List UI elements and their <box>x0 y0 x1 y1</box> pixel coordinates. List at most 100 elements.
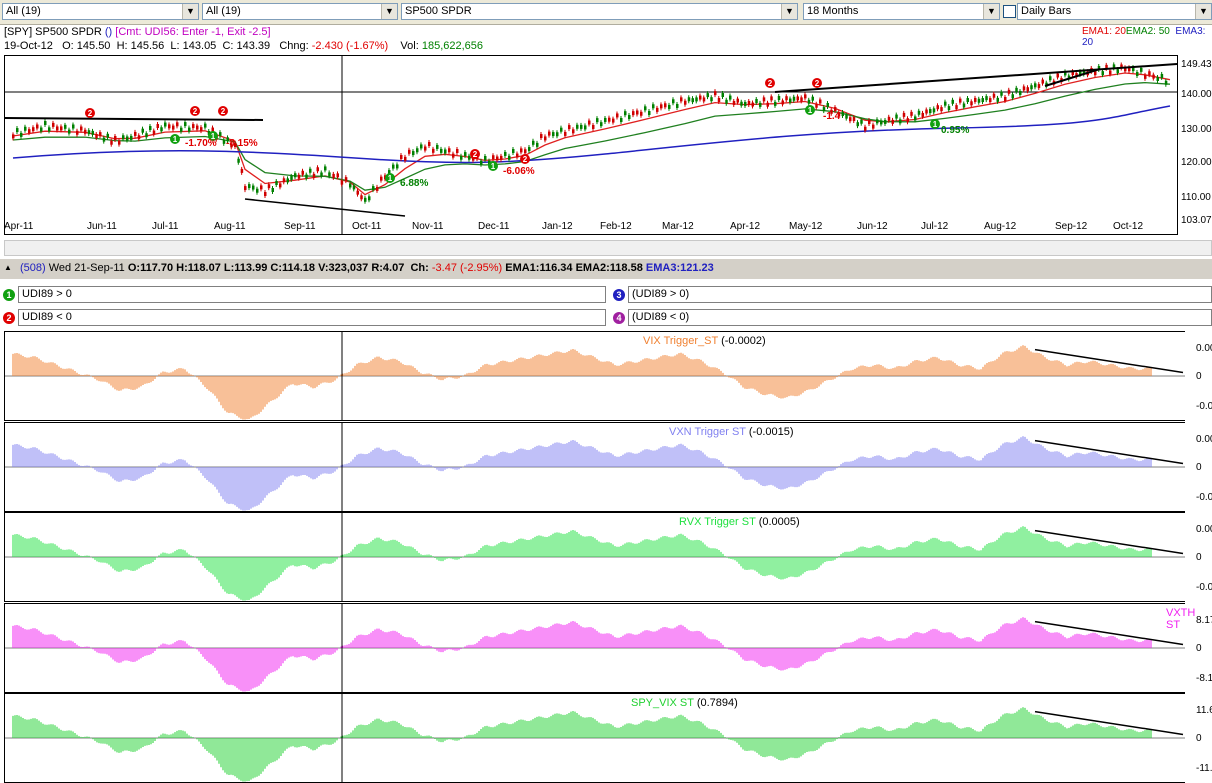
condition-field-2[interactable]: UDI89 < 0 <box>18 309 606 326</box>
cursor-info: (508) Wed 21-Sep-11 O:117.70 H:118.07 L:… <box>20 262 714 274</box>
indicator-value: (-0.0015) <box>748 426 794 438</box>
indicator-title: VXTH ST <box>1166 607 1195 631</box>
chevron-down-icon[interactable]: ▼ <box>1195 4 1211 19</box>
date-axis-label: Oct-11 <box>352 221 382 232</box>
indicator-canvas <box>5 604 1185 692</box>
svg-text:1: 1 <box>173 135 178 144</box>
indicator-name: VXN Trigger ST <box>669 426 746 438</box>
symbol-comment: [Cmt: UDI56: Enter -1, Exit -2.5] <box>115 26 271 38</box>
volume-value: 185,622,656 <box>421 40 484 52</box>
ema3-legend: EMA3: 20 <box>1082 26 1206 48</box>
date-axis-label: Aug-11 <box>214 221 246 232</box>
indicator-title: SPY_VIX ST (0.7894) <box>631 697 738 709</box>
cursor-change: -3.47 (-2.95%) <box>431 262 503 274</box>
indicator-value: (0.7894) <box>696 697 738 709</box>
indicator-axis-label: -0.0 <box>1196 492 1212 503</box>
svg-text:1: 1 <box>933 120 938 129</box>
date-axis-label: Jan-12 <box>542 221 573 232</box>
cursor-open: O:117.70 <box>127 262 174 274</box>
condition-field-4[interactable]: (UDI89 < 0) <box>628 309 1212 326</box>
ema-legend: EMA1: 20EMA2: 50 EMA3: 20 <box>1082 26 1212 48</box>
indicator-axis-label: -0.0 <box>1196 582 1212 593</box>
date-axis-label: Nov-11 <box>412 221 444 232</box>
indicator-title: VIX Trigger_ST (-0.0002) <box>643 335 766 347</box>
svg-text:1: 1 <box>491 162 496 171</box>
chart-scrollbar[interactable] <box>4 240 1212 256</box>
signal-annotation: -8.15% <box>226 138 258 149</box>
bar-count: (508) <box>20 262 46 274</box>
indicator-panel[interactable]: VIX Trigger_ST (-0.0002) <box>4 331 1185 421</box>
cursor-info-bar: ▲ (508) Wed 21-Sep-11 O:117.70 H:118.07 … <box>0 259 1212 279</box>
bar-date: 19-Oct-12 <box>4 40 53 52</box>
bars-checkbox[interactable] <box>1003 5 1016 18</box>
condition-field-3[interactable]: (UDI89 > 0) <box>628 286 1212 303</box>
indicator-axis-label: 8.17 <box>1196 615 1212 626</box>
date-axis-label: Mar-12 <box>662 221 694 232</box>
condition-text-4: (UDI89 < 0) <box>632 311 690 323</box>
indicator-panel[interactable]: VXTH ST <box>4 603 1195 693</box>
price-axis-label: 140.00 <box>1181 89 1212 100</box>
date-axis-label: Sep-12 <box>1055 221 1088 232</box>
date-axis-label: May-12 <box>789 221 823 232</box>
cursor-low: L:113.99 <box>223 262 268 274</box>
svg-text:1: 1 <box>388 174 393 183</box>
cursor-ema2: EMA2:118.58 <box>575 262 643 274</box>
svg-text:2: 2 <box>523 155 528 164</box>
cursor-ema1: EMA1:116.34 <box>505 262 573 274</box>
svg-text:2: 2 <box>88 109 93 118</box>
low-value: 143.05 <box>182 40 217 52</box>
date-axis-label: Dec-11 <box>478 221 510 232</box>
date-axis-label: Jul-11 <box>152 221 179 232</box>
indicator-axis-label: 0.00 <box>1196 434 1212 445</box>
collapse-icon[interactable]: ▲ <box>4 263 12 272</box>
ema1-legend: EMA1: 20 <box>1082 26 1126 37</box>
date-axis-label: Jul-12 <box>921 221 949 232</box>
cursor-date: Wed 21-Sep-11 <box>48 262 125 274</box>
indicator-canvas <box>5 332 1185 420</box>
cursor-high: H:118.07 <box>176 262 221 274</box>
svg-text:2: 2 <box>815 79 820 88</box>
svg-text:1: 1 <box>808 106 813 115</box>
indicator-axis-label: 11.6 <box>1196 705 1212 716</box>
signal-annotation: -1.70% <box>185 138 217 149</box>
indicator-name: RVX Trigger ST <box>679 516 756 528</box>
condition-text-1: UDI89 > 0 <box>22 288 72 300</box>
low-label: L: <box>170 40 180 52</box>
chevron-down-icon[interactable]: ▼ <box>781 4 797 19</box>
cursor-change-label: Ch: <box>410 262 429 274</box>
date-axis-label: Oct-12 <box>1113 221 1144 232</box>
indicator-panel[interactable]: RVX Trigger ST (0.0005) <box>4 512 1185 602</box>
indicator-axis-label: -8.1 <box>1196 673 1212 684</box>
signal-annotation: -6.06% <box>503 166 535 177</box>
indicator-title: VXN Trigger ST (-0.0015) <box>669 426 794 438</box>
price-axis-label: 130.00 <box>1181 124 1212 135</box>
indicator-axis-label: -0.0 <box>1196 401 1212 412</box>
bars-select[interactable]: Daily Bars ▼ <box>1017 3 1212 20</box>
toolbar: All (19) ▼ All (19) ▼ SP500 SPDR ▼ 18 Mo… <box>0 0 1212 25</box>
condition-field-1[interactable]: UDI89 > 0 <box>18 286 606 303</box>
date-axis-label: Apr-12 <box>730 221 761 232</box>
condition-text-3: (UDI89 > 0) <box>632 288 690 300</box>
indicator-axis-label: -11. <box>1196 763 1212 774</box>
price-chart[interactable]: 2 2 2 2 2 2 2 1 1 1 1 1 1 <box>4 55 1178 235</box>
indicator-panel[interactable]: SPY_VIX ST (0.7894) <box>4 693 1185 783</box>
indicator-axis-label: 0.00 <box>1196 524 1212 535</box>
ema2-legend: EMA2: 50 <box>1125 26 1170 37</box>
indicator-axis-label: 0 <box>1196 462 1202 473</box>
watchlist-select[interactable]: All (19) ▼ <box>2 3 199 20</box>
indicator-canvas <box>5 513 1185 601</box>
indicator-canvas <box>5 694 1185 782</box>
symbol-header: [SPY] SP500 SPDR () [Cmt: UDI56: Enter -… <box>4 26 271 38</box>
filter-select[interactable]: All (19) ▼ <box>202 3 398 20</box>
symbol-select[interactable]: SP500 SPDR ▼ <box>401 3 798 20</box>
high-label: H: <box>116 40 128 52</box>
chevron-down-icon[interactable]: ▼ <box>182 4 198 19</box>
indicator-axis-label: 0 <box>1196 643 1202 654</box>
chevron-down-icon[interactable]: ▼ <box>983 4 999 19</box>
cursor-ema3: EMA3:121.23 <box>645 262 714 274</box>
indicator-panel[interactable]: VXN Trigger ST (-0.0015) <box>4 422 1185 512</box>
condition-badge-3: 3 <box>613 289 625 301</box>
open-value: 145.50 <box>76 40 111 52</box>
period-select[interactable]: 18 Months ▼ <box>803 3 1000 20</box>
chevron-down-icon[interactable]: ▼ <box>381 4 397 19</box>
